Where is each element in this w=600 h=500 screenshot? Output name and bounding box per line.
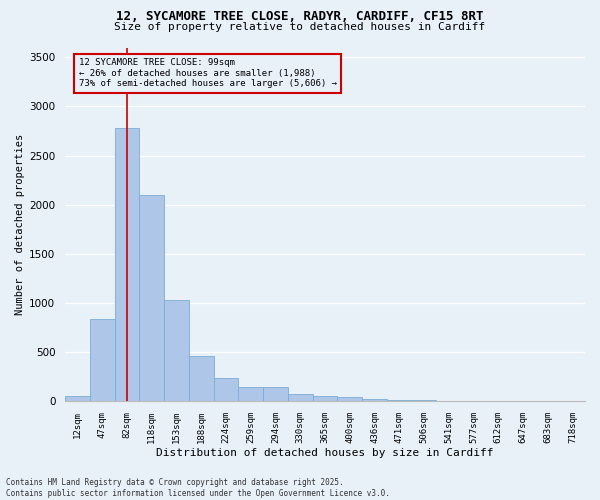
Text: 12 SYCAMORE TREE CLOSE: 99sqm
← 26% of detached houses are smaller (1,988)
73% o: 12 SYCAMORE TREE CLOSE: 99sqm ← 26% of d… [79, 58, 337, 88]
Bar [115, 128, 139, 402]
Text: Size of property relative to detached houses in Cardiff: Size of property relative to detached ho… [115, 22, 485, 32]
Bar [362, 400, 387, 402]
Y-axis label: Number of detached properties: Number of detached properties [15, 134, 25, 315]
Bar [238, 386, 263, 402]
Bar [337, 397, 362, 402]
Bar [65, 396, 90, 402]
Bar [139, 195, 164, 402]
Text: 12, SYCAMORE TREE CLOSE, RADYR, CARDIFF, CF15 8RT: 12, SYCAMORE TREE CLOSE, RADYR, CARDIFF,… [116, 10, 484, 23]
Bar [214, 378, 238, 402]
Text: Contains HM Land Registry data © Crown copyright and database right 2025.
Contai: Contains HM Land Registry data © Crown c… [6, 478, 390, 498]
Bar [189, 356, 214, 402]
Bar [164, 300, 189, 402]
Bar [387, 400, 412, 402]
Bar [288, 394, 313, 402]
Bar [313, 396, 337, 402]
Bar [263, 386, 288, 402]
X-axis label: Distribution of detached houses by size in Cardiff: Distribution of detached houses by size … [157, 448, 494, 458]
Bar [90, 319, 115, 402]
Bar [412, 400, 436, 402]
